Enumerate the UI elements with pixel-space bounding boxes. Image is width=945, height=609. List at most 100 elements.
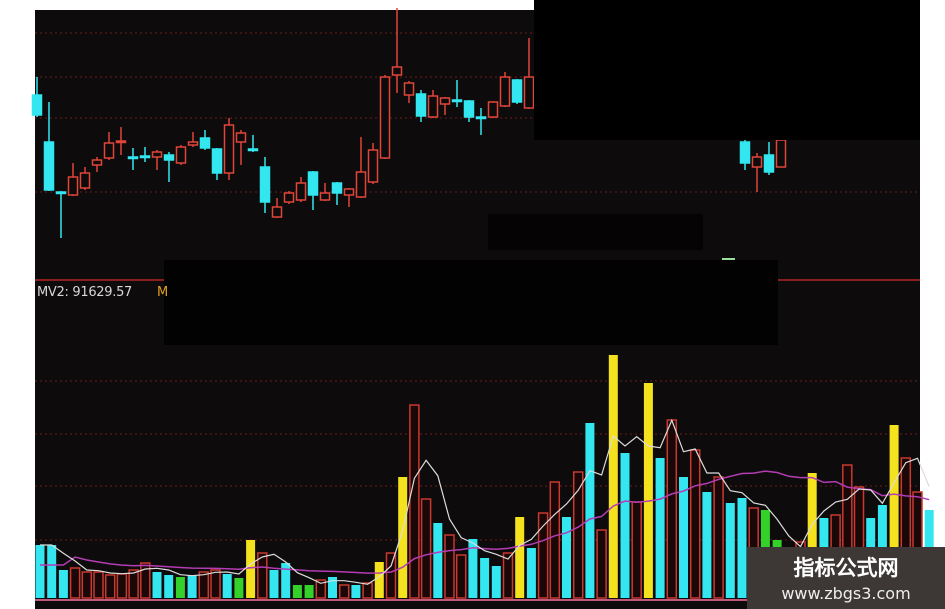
volume-bar xyxy=(737,498,747,598)
volume-bar xyxy=(328,577,337,598)
candle xyxy=(427,90,439,118)
candle xyxy=(307,171,319,210)
candle xyxy=(127,148,139,170)
candle xyxy=(439,97,451,115)
volume-bar xyxy=(234,578,244,598)
candle-body xyxy=(511,79,523,103)
watermark-title: 指标公式网 xyxy=(793,556,899,580)
volume-bar xyxy=(620,453,630,598)
candle xyxy=(391,8,403,93)
candle-body xyxy=(331,182,343,194)
candle-body xyxy=(211,148,223,174)
candle xyxy=(415,90,427,122)
candle-body xyxy=(355,171,367,198)
candle xyxy=(223,118,235,180)
volume-bar xyxy=(81,571,93,599)
candle xyxy=(379,75,391,159)
candle-body xyxy=(379,76,391,159)
volume-bar xyxy=(128,569,139,599)
volume-bar xyxy=(585,423,595,598)
candle-body xyxy=(451,99,463,103)
candle xyxy=(367,143,379,184)
candle xyxy=(355,137,367,198)
volume-bar xyxy=(362,582,373,599)
indicator-value-label: MV2: 91629.57 xyxy=(37,285,133,300)
candle-body xyxy=(43,141,55,191)
candle-body xyxy=(127,156,139,160)
candle-body xyxy=(523,76,535,109)
candle xyxy=(103,132,115,160)
candle xyxy=(331,182,343,205)
volume-bar xyxy=(537,512,549,599)
candle-body xyxy=(391,66,403,76)
volume-bar xyxy=(222,574,232,598)
candle xyxy=(259,157,271,213)
volume-bar xyxy=(198,571,210,599)
candle-body xyxy=(319,192,331,201)
volume-bar xyxy=(35,545,45,598)
candle xyxy=(295,177,307,202)
candle-body xyxy=(235,132,247,143)
volume-bar xyxy=(666,419,678,599)
candle xyxy=(523,38,535,109)
candle-body xyxy=(775,139,787,168)
candle-body xyxy=(67,176,79,196)
candle-body xyxy=(415,93,427,117)
candle-body xyxy=(271,206,283,218)
redaction-box xyxy=(488,214,703,250)
volume-bar xyxy=(374,562,384,598)
watermark: 指标公式网 www.zbgs3.com xyxy=(747,547,945,609)
volume-bar xyxy=(631,501,642,599)
volume-bar xyxy=(187,575,197,598)
volume-bar xyxy=(269,570,279,598)
candle-body xyxy=(163,154,175,161)
volume-bar xyxy=(655,458,665,598)
candle xyxy=(403,81,415,103)
volume-bar xyxy=(596,529,607,599)
volume-bar xyxy=(572,471,584,599)
volume-bar xyxy=(315,579,327,599)
candle xyxy=(751,153,763,192)
volume-bar xyxy=(689,449,701,599)
volume-bar xyxy=(480,558,490,598)
candle xyxy=(211,148,223,180)
candle-body xyxy=(475,116,487,120)
volume-bar xyxy=(93,571,104,599)
candle xyxy=(235,130,247,165)
volume-bar xyxy=(257,552,268,599)
candle-body xyxy=(295,182,307,201)
candle xyxy=(343,188,355,207)
candle-body xyxy=(187,141,199,146)
redaction-box xyxy=(164,260,778,345)
candle-body xyxy=(739,141,751,164)
candle-body xyxy=(499,76,511,107)
watermark-url: www.zbgs3.com xyxy=(781,584,911,603)
candle xyxy=(247,135,259,152)
volume-bar xyxy=(398,477,408,598)
candlestick-series xyxy=(31,8,787,238)
volume-bar xyxy=(175,577,185,598)
volume-bar xyxy=(433,523,443,598)
volume-bar xyxy=(562,517,571,598)
candle xyxy=(319,183,331,201)
indicator-next-label: M xyxy=(157,285,169,300)
volume-bar xyxy=(338,584,350,599)
candle xyxy=(451,80,463,107)
candle xyxy=(283,191,295,204)
candle xyxy=(271,198,283,218)
volume-bar xyxy=(468,539,478,598)
candle xyxy=(67,163,79,196)
candle-body xyxy=(103,142,115,159)
candle-body xyxy=(427,95,439,118)
candle xyxy=(739,140,751,170)
volume-bar xyxy=(292,585,302,598)
candle-body xyxy=(343,188,355,196)
volume-bar xyxy=(515,517,525,598)
volume-bar xyxy=(385,552,397,599)
volume-bar xyxy=(491,566,501,598)
volume-bar xyxy=(281,563,291,598)
volume-bar xyxy=(444,534,455,599)
candle-body xyxy=(247,148,259,152)
volume-bar xyxy=(889,425,899,598)
